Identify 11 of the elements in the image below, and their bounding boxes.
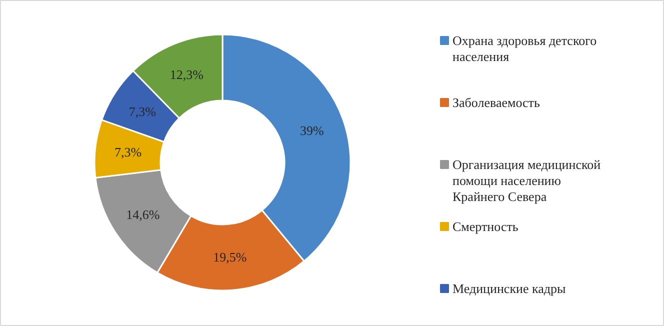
data-label: 12,3% <box>170 67 204 82</box>
legend-label: Медицинские кадры <box>452 281 566 296</box>
data-label: 39% <box>300 122 324 138</box>
legend-label: Смертность <box>452 219 518 234</box>
data-label: 14,6% <box>126 206 160 222</box>
data-label: 19,5% <box>213 250 247 265</box>
legend-label: Заболеваемость <box>452 95 540 110</box>
data-label: 7,3% <box>128 104 156 119</box>
data-label: 7,3% <box>114 144 142 160</box>
legend-label: Охрана здоровья детского населения <box>452 33 597 64</box>
legend-label: Организация медицинской помощи населению Крайнего Севера <box>452 157 601 204</box>
